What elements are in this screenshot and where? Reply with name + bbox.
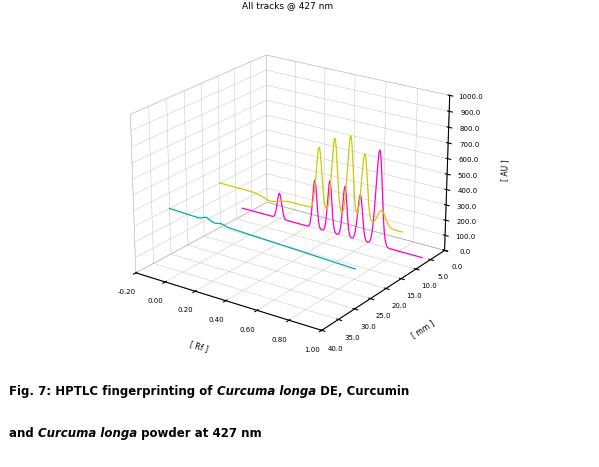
Title: All tracks @ 427 nm: All tracks @ 427 nm [242,1,333,10]
Text: DE, Curcumin: DE, Curcumin [316,385,409,398]
X-axis label: [ Rf ]: [ Rf ] [189,340,210,354]
Y-axis label: [ mm ]: [ mm ] [409,318,435,340]
Text: powder at 427 nm: powder at 427 nm [137,427,262,440]
Text: and: and [9,427,38,440]
Text: Fig. 7: HPTLC fingerprinting of: Fig. 7: HPTLC fingerprinting of [9,385,217,398]
Text: Curcuma longa: Curcuma longa [217,385,316,398]
Text: Curcuma longa: Curcuma longa [38,427,137,440]
